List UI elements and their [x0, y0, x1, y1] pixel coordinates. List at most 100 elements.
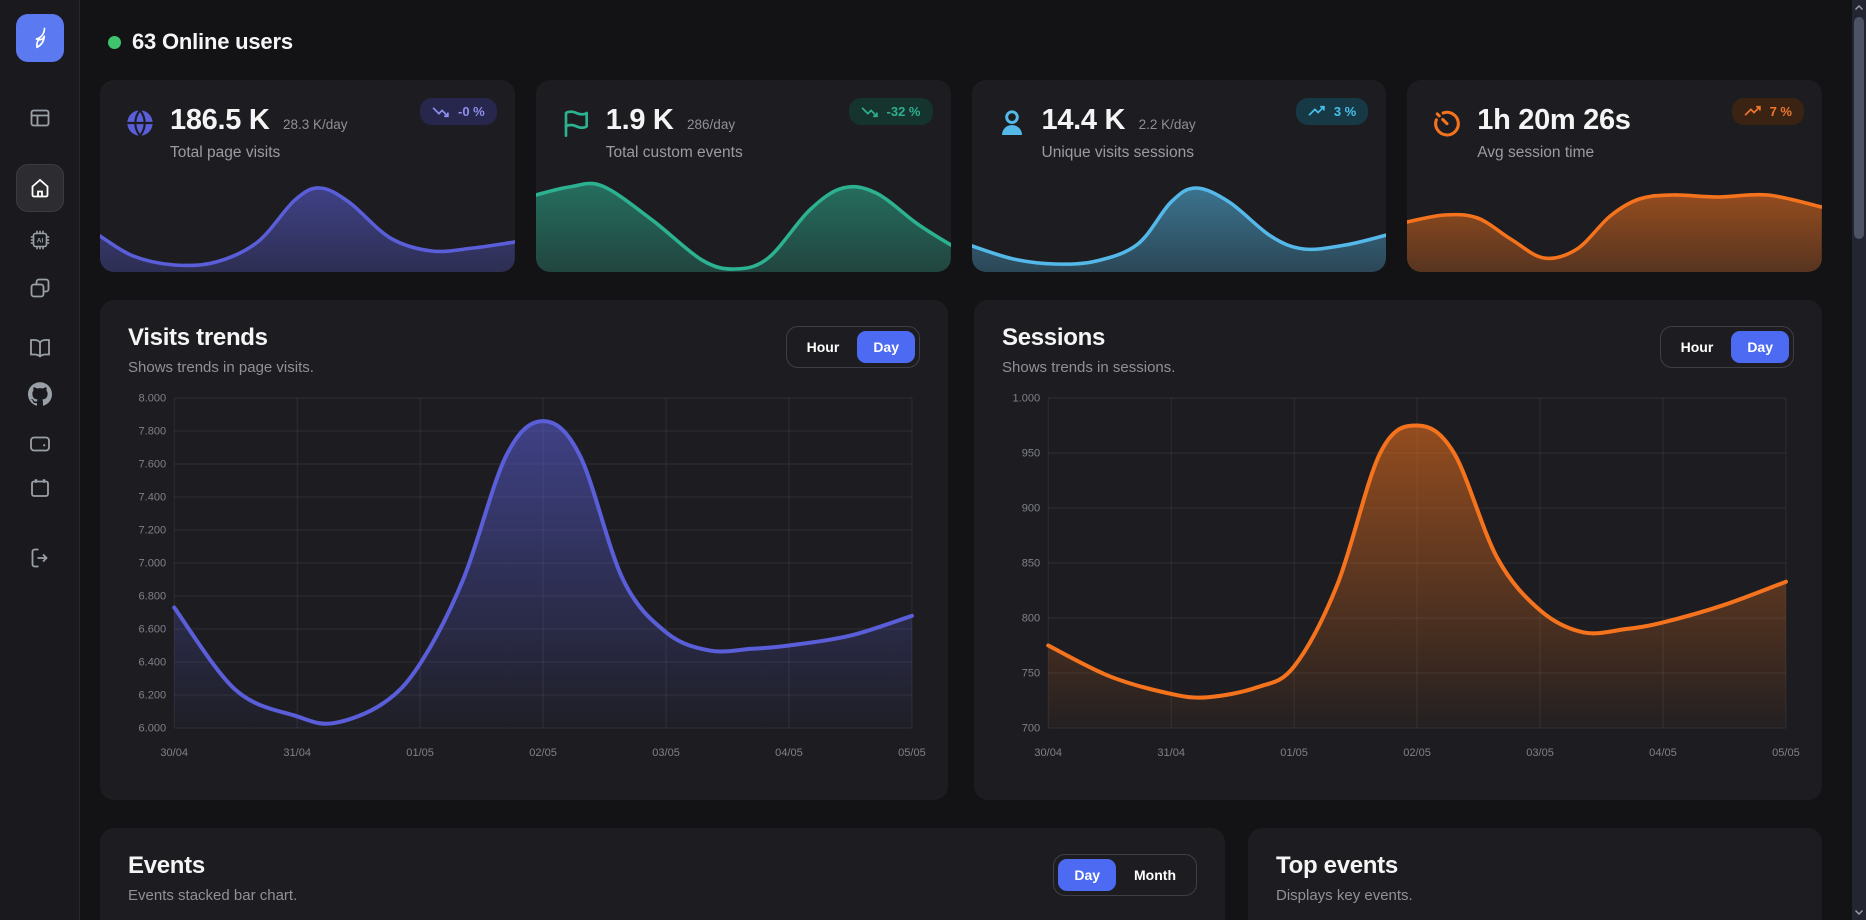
svg-text:6.200: 6.200	[139, 690, 167, 702]
scroll-down-icon[interactable]	[1854, 908, 1864, 916]
events-interval-toggle: Day Month	[1053, 854, 1197, 896]
app-logo[interactable]	[15, 14, 64, 62]
svg-text:7.200: 7.200	[139, 525, 167, 537]
stat-label: Unique visits sessions	[1041, 144, 1194, 161]
svg-text:8.000: 8.000	[139, 393, 167, 405]
svg-text:1.000: 1.000	[1013, 393, 1041, 405]
panel-title: Top events	[1276, 852, 1398, 879]
svg-text:6.400: 6.400	[139, 657, 167, 669]
stat-label: Total custom events	[605, 144, 743, 161]
home-icon	[31, 178, 48, 198]
toggle-day-button[interactable]: Day	[1058, 859, 1117, 891]
stat-rate: 28.3 K/day	[282, 117, 348, 132]
online-status-dot	[108, 35, 121, 49]
panel-title: Sessions	[1002, 324, 1105, 351]
trend-badge: -0 %	[420, 98, 497, 125]
svg-text:800: 800	[1022, 613, 1040, 625]
github-icon	[27, 382, 52, 406]
events-panel: Events Events stacked bar chart. Day Mon…	[100, 828, 1225, 920]
svg-text:02/05: 02/05	[1403, 747, 1431, 759]
trend-badge: -32 %	[848, 98, 933, 125]
stat-value: 1h 20m 26s	[1477, 104, 1631, 136]
panel-subtitle: Events stacked bar chart.	[128, 887, 298, 904]
online-users-header: 63 Online users	[108, 28, 1822, 56]
stat-card-total-custom-events: -32 % 1.9 K 286/day Total custom events	[535, 80, 951, 272]
scrollbar[interactable]	[1852, 0, 1866, 920]
svg-text:6.600: 6.600	[139, 624, 167, 636]
sidebar-item-github[interactable]	[18, 372, 62, 416]
svg-text:6.800: 6.800	[139, 591, 167, 603]
stat-card-unique-visits-sessions: 3 % 14.4 K 2.2 K/day Unique visits sessi…	[971, 80, 1387, 272]
bottom-panels-row: Events Events stacked bar chart. Day Mon…	[100, 828, 1822, 920]
main-content: 63 Online users -0 % 186.5 K	[80, 0, 1866, 920]
flag-icon	[560, 107, 592, 162]
trend-badge: 7 %	[1731, 98, 1804, 125]
svg-text:31/04: 31/04	[283, 747, 311, 759]
sidebar-item-home[interactable]	[15, 164, 64, 212]
svg-text:05/05: 05/05	[898, 747, 926, 759]
svg-text:7.400: 7.400	[139, 492, 167, 504]
logout-icon	[31, 548, 48, 568]
toggle-hour-button[interactable]: Hour	[1665, 331, 1730, 363]
sessions-chart: 1.000 950 900 850 800 750 700 30/04 31/04 01/05 02…	[1013, 393, 1800, 759]
sidebar-item-ai[interactable]: AI	[18, 218, 62, 262]
panel-subtitle: Displays key events.	[1276, 887, 1413, 904]
svg-text:30/04: 30/04	[1034, 747, 1062, 759]
timer-icon	[1431, 107, 1463, 162]
svg-text:850: 850	[1022, 558, 1040, 570]
stat-value-row: 14.4 K 2.2 K/day	[1042, 104, 1196, 137]
panel-title: Visits trends	[128, 324, 268, 351]
stat-rate: 2.2 K/day	[1138, 117, 1196, 132]
svg-text:7.600: 7.600	[139, 459, 167, 471]
stat-value-row: 186.5 K 28.3 K/day	[170, 104, 347, 137]
stat-card-avg-session-time: 7 % 1h 20m 26s Avg session time	[1407, 80, 1822, 272]
svg-text:31/04: 31/04	[1157, 747, 1185, 759]
sparkline-chart	[971, 186, 1387, 272]
svg-text:02/05: 02/05	[529, 747, 557, 759]
stat-value: 14.4 K	[1041, 104, 1126, 136]
sidebar-item-wallet[interactable]	[18, 422, 62, 466]
toggle-month-button[interactable]: Month	[1118, 859, 1192, 891]
sparkline-chart	[535, 181, 951, 272]
stat-value-row: 1.9 K 286/day	[606, 104, 743, 137]
svg-text:900: 900	[1022, 503, 1040, 515]
sidebar-item-calendar[interactable]	[18, 466, 62, 510]
sidebar-item-dashboard[interactable]	[18, 96, 62, 140]
svg-text:04/05: 04/05	[1649, 747, 1677, 759]
svg-text:03/05: 03/05	[1526, 747, 1554, 759]
trend-badge: 3 %	[1295, 98, 1369, 125]
scroll-up-icon[interactable]	[1854, 4, 1864, 12]
globe-icon	[124, 107, 156, 162]
trend-up-icon	[1308, 105, 1325, 116]
svg-text:AI: AI	[36, 238, 43, 245]
panel-title: Events	[128, 852, 205, 879]
visits-trends-chart: 8.000 7.800 7.600 7.400 7.200 7.000 6.800 6.600…	[139, 393, 926, 759]
book-icon	[29, 339, 50, 358]
svg-text:04/05: 04/05	[775, 747, 803, 759]
toggle-day-button[interactable]: Day	[1731, 331, 1789, 363]
svg-text:05/05: 05/05	[1772, 747, 1800, 759]
wallet-icon	[29, 436, 50, 452]
scrollbar-thumb[interactable]	[1854, 17, 1864, 239]
svg-text:01/05: 01/05	[406, 747, 434, 759]
calendar-icon	[30, 479, 49, 497]
svg-text:7.000: 7.000	[139, 558, 167, 570]
sidebar-item-docs[interactable]	[18, 326, 62, 370]
trend-up-icon	[1744, 105, 1761, 116]
top-events-panel: Top events Displays key events.	[1248, 828, 1822, 920]
svg-text:950: 950	[1022, 448, 1040, 460]
visits-interval-toggle: Hour Day	[785, 326, 920, 368]
svg-text:700: 700	[1022, 723, 1040, 735]
sidebar: AI	[0, 0, 80, 920]
sidebar-item-pages[interactable]	[18, 266, 62, 310]
dashboard-icon	[30, 109, 49, 127]
stat-value: 1.9 K	[605, 104, 674, 136]
sidebar-item-logout[interactable]	[18, 536, 62, 580]
sparkline-chart	[1407, 192, 1822, 272]
sparkline-chart	[100, 186, 515, 272]
stat-card-total-page-visits: -0 % 186.5 K 28.3 K/day Total page visit…	[100, 80, 515, 272]
ai-chip-icon: AI	[30, 230, 49, 250]
logo-icon	[35, 27, 45, 49]
toggle-hour-button[interactable]: Hour	[791, 331, 856, 363]
toggle-day-button[interactable]: Day	[857, 331, 915, 363]
